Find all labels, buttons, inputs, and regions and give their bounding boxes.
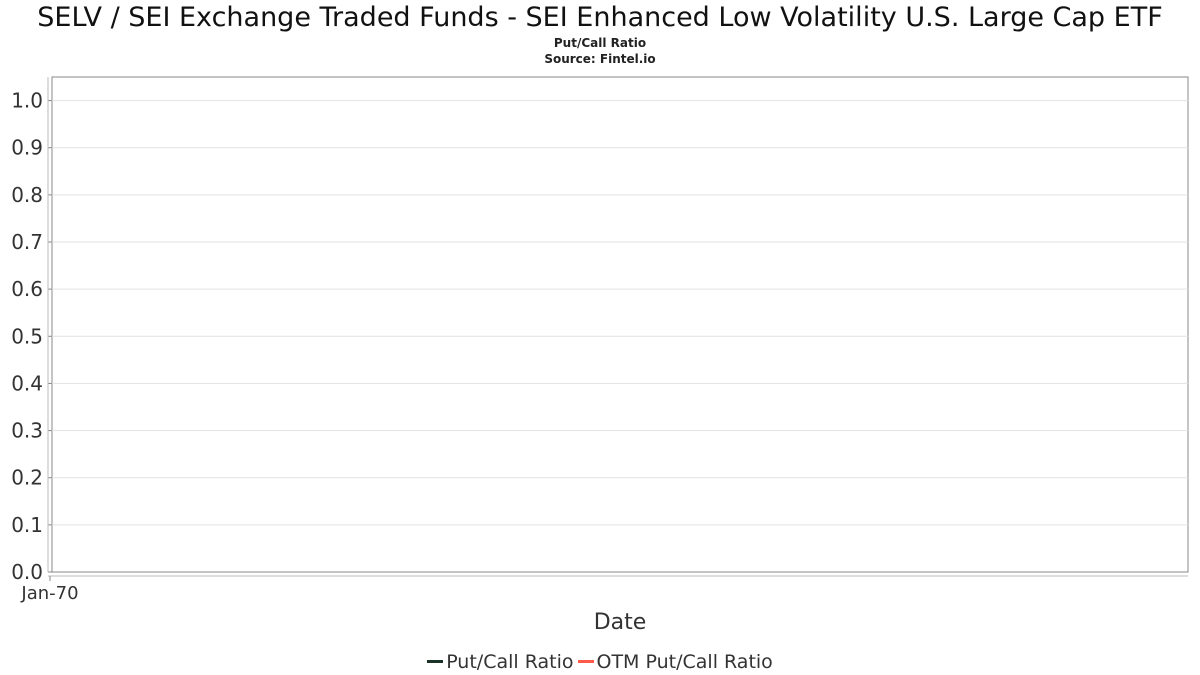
chart-subtitle: Put/Call Ratio <box>553 36 647 50</box>
y-tick-label: 0.8 <box>11 183 43 207</box>
plot-area <box>51 76 1189 573</box>
y-tick-label: 0.0 <box>11 560 43 584</box>
x-axis-label: Date <box>594 610 647 635</box>
y-axis: 0.0 0.1 0.2 0.3 0.4 0.5 0.6 0.7 0.8 0.9 1.0 <box>11 77 52 584</box>
legend-label: OTM Put/Call Ratio <box>596 650 773 673</box>
y-tick-label: 0.4 <box>11 371 43 395</box>
x-tick-label: Jan-70 <box>20 583 78 604</box>
y-tick-label: 0.3 <box>11 419 43 443</box>
y-tick-label: 0.7 <box>11 230 43 254</box>
y-tick-label: 0.6 <box>11 277 43 301</box>
legend-swatch-put-call <box>427 660 444 663</box>
legend-item-put-call[interactable]: Put/Call Ratio <box>427 650 574 673</box>
gridlines <box>52 100 1188 526</box>
y-tick-label: 0.5 <box>11 324 43 348</box>
y-tick-label: 1.0 <box>11 89 43 113</box>
y-tick-label: 0.1 <box>11 513 43 537</box>
x-axis: Jan-70 <box>20 575 1188 604</box>
y-tick-label: 0.2 <box>11 466 43 490</box>
legend-swatch-otm-put-call <box>577 660 594 663</box>
legend-item-otm-put-call[interactable]: OTM Put/Call Ratio <box>574 651 773 673</box>
chart-source: Source: Fintel.io <box>544 52 656 66</box>
legend: Put/Call Ratio OTM Put/Call Ratio <box>0 646 1200 673</box>
y-tick-label: 0.9 <box>11 136 43 160</box>
legend-label: Put/Call Ratio <box>446 650 574 673</box>
chart-title: SELV / SEI Exchange Traded Funds - SEI E… <box>37 2 1163 33</box>
